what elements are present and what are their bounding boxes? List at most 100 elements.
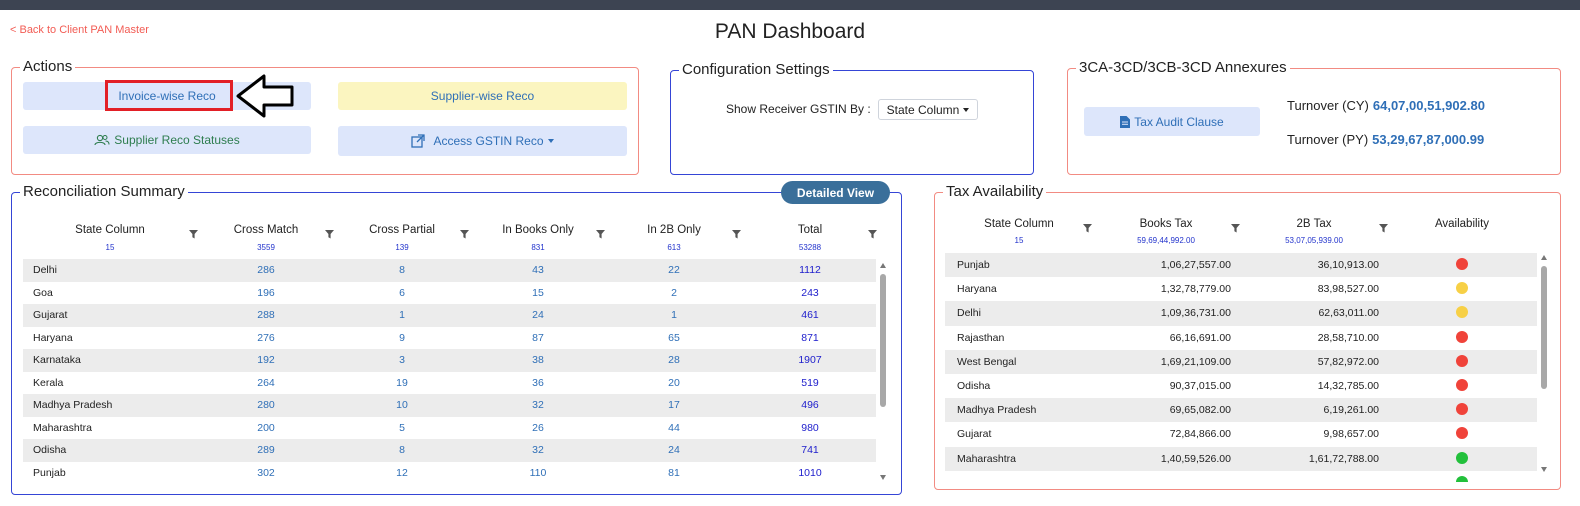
column-header-in-books-only[interactable]: In Books Only (502, 224, 574, 236)
row-value[interactable]: 15 (532, 286, 544, 299)
filter-icon[interactable] (1231, 220, 1240, 238)
row-value[interactable]: 43 (532, 264, 544, 276)
scroll-up-icon[interactable] (1541, 255, 1547, 260)
row-value[interactable]: 5 (399, 421, 405, 434)
column-header-availability[interactable]: Availability (1434, 218, 1490, 230)
row-value[interactable]: 87 (532, 331, 544, 344)
column-header-2b-tax[interactable]: 2B Tax (1296, 218, 1332, 230)
row-value[interactable]: 65 (668, 331, 680, 344)
table-row[interactable]: Punjab 302 12 110 81 1010 (23, 462, 876, 485)
row-total[interactable]: 519 (801, 376, 819, 389)
table-row[interactable]: Gujarat 72,84,866.00 9,98,657.00 (945, 422, 1537, 446)
filter-icon[interactable] (596, 226, 605, 244)
row-total[interactable]: 741 (801, 444, 819, 456)
filter-icon[interactable] (868, 226, 877, 244)
row-total[interactable]: 871 (801, 331, 819, 344)
tax-scrollbar[interactable] (1539, 253, 1549, 477)
tax-audit-clause-button[interactable]: Tax Audit Clause (1084, 107, 1260, 136)
receiver-gstin-dropdown[interactable]: State Column (878, 99, 978, 120)
row-total[interactable]: 496 (801, 399, 819, 411)
table-row[interactable]: Odisha 90,37,015.00 14,32,785.00 (945, 374, 1537, 398)
table-row[interactable]: Delhi 286 8 43 22 1112 (23, 259, 876, 282)
column-header-state-column[interactable]: State Column (984, 218, 1054, 230)
row-value[interactable]: 110 (529, 466, 547, 479)
row-value[interactable]: 26 (532, 421, 544, 434)
table-row[interactable]: Odisha 289 8 32 24 741 (23, 439, 876, 462)
table-row[interactable]: Maharashtra 1,40,59,526.00 1,61,72,788.00 (945, 446, 1537, 471)
column-header-total[interactable]: Total (797, 224, 823, 236)
row-total[interactable]: 1907 (798, 354, 822, 366)
row-value[interactable]: 289 (257, 444, 275, 456)
table-row[interactable]: Haryana 276 9 87 65 871 (23, 327, 876, 350)
row-value[interactable]: 22 (668, 264, 680, 276)
filter-icon[interactable] (460, 226, 469, 244)
row-value[interactable]: 17 (668, 399, 680, 411)
row-value[interactable]: 1 (399, 309, 405, 321)
row-value[interactable]: 1 (671, 309, 677, 321)
row-value[interactable]: 44 (668, 421, 680, 434)
table-row[interactable]: Delhi 1,09,36,731.00 62,63,011.00 (945, 301, 1537, 326)
tax-scroll-thumb[interactable] (1541, 266, 1547, 389)
row-value[interactable]: 32 (532, 444, 544, 456)
row-value[interactable]: 8 (399, 444, 405, 456)
scroll-down-icon[interactable] (1541, 467, 1547, 472)
column-header-cross-match[interactable]: Cross Match (233, 224, 299, 236)
back-link[interactable]: < Back to Client PAN Master (10, 24, 149, 36)
row-total[interactable]: 243 (801, 286, 819, 299)
filter-icon[interactable] (189, 226, 198, 244)
column-header-in-2b-only[interactable]: In 2B Only (647, 224, 701, 236)
row-value[interactable]: 20 (668, 376, 680, 389)
column-header-cross-partial[interactable]: Cross Partial (369, 224, 435, 236)
filter-icon[interactable] (1379, 220, 1388, 238)
filter-icon[interactable] (732, 226, 741, 244)
scroll-up-icon[interactable] (880, 263, 886, 268)
table-row[interactable]: Madhya Pradesh 280 10 32 17 496 (23, 394, 876, 417)
row-value[interactable]: 2 (671, 286, 677, 299)
row-value[interactable]: 81 (668, 466, 680, 479)
row-value[interactable]: 19 (396, 376, 408, 389)
table-row[interactable]: Madhya Pradesh 69,65,082.00 6,19,261.00 (945, 398, 1537, 423)
row-total[interactable]: 461 (801, 309, 819, 321)
scroll-down-icon[interactable] (880, 475, 886, 480)
row-value[interactable]: 28 (668, 354, 680, 366)
table-row[interactable]: Punjab 1,06,27,557.00 36,10,913.00 (945, 253, 1537, 278)
row-value[interactable]: 302 (257, 466, 275, 479)
table-row[interactable]: Karnataka 192 3 38 28 1907 (23, 349, 876, 372)
filter-icon[interactable] (1083, 220, 1092, 238)
row-value[interactable]: 6 (399, 286, 405, 299)
row-value[interactable]: 276 (257, 331, 275, 344)
row-value[interactable]: 24 (532, 309, 544, 321)
supplier-reco-statuses-button[interactable]: Supplier Reco Statuses (23, 126, 311, 154)
table-row[interactable]: Gujarat 288 1 24 1 461 (23, 304, 876, 327)
row-value[interactable]: 192 (257, 354, 275, 366)
supplier-wise-reco-button[interactable]: Supplier-wise Reco (338, 82, 627, 110)
table-row[interactable]: Haryana 1,32,78,779.00 83,98,527.00 (945, 277, 1537, 301)
table-row[interactable]: Maharashtra 200 5 26 44 980 (23, 417, 876, 440)
row-value[interactable]: 12 (396, 466, 408, 479)
table-row[interactable]: West Bengal 1,69,21,109.00 57,82,972.00 (945, 349, 1537, 374)
row-value[interactable]: 200 (257, 421, 275, 434)
column-header-books-tax[interactable]: Books Tax (1139, 218, 1193, 230)
reco-scrollbar[interactable] (878, 261, 888, 483)
access-gstin-reco-button[interactable]: Access GSTIN Reco (338, 126, 627, 156)
row-value[interactable]: 8 (399, 264, 405, 276)
row-value[interactable]: 32 (532, 399, 544, 411)
column-header-state-column[interactable]: State Column (75, 224, 145, 236)
row-value[interactable]: 9 (399, 331, 405, 344)
table-row[interactable]: Rajasthan 66,16,691.00 28,58,710.00 (945, 326, 1537, 350)
row-total[interactable]: 1112 (799, 264, 821, 276)
reco-scroll-thumb[interactable] (880, 274, 886, 407)
row-value[interactable]: 24 (668, 444, 680, 456)
row-total[interactable]: 980 (801, 421, 819, 434)
table-row[interactable]: Goa 196 6 15 2 243 (23, 282, 876, 305)
row-value[interactable]: 280 (257, 399, 275, 411)
filter-icon[interactable] (325, 226, 334, 244)
row-value[interactable]: 196 (257, 286, 275, 299)
row-value[interactable]: 264 (257, 376, 275, 389)
row-value[interactable]: 288 (257, 309, 275, 321)
detailed-view-button[interactable]: Detailed View (781, 181, 890, 204)
row-value[interactable]: 286 (257, 264, 275, 276)
row-value[interactable]: 3 (399, 354, 405, 366)
row-total[interactable]: 1010 (798, 466, 822, 479)
row-value[interactable]: 38 (532, 354, 544, 366)
